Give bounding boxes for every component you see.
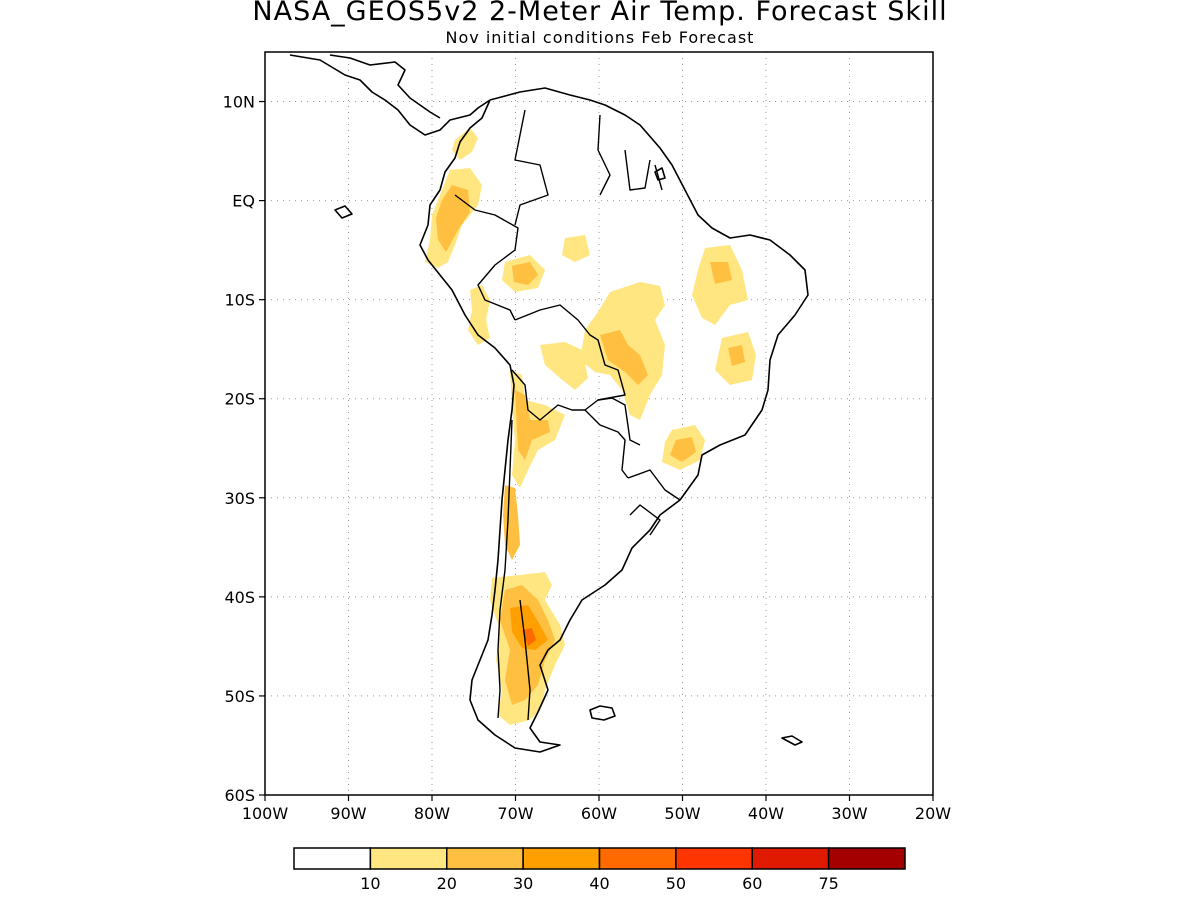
colorbar-label: 10: [360, 874, 380, 893]
border-colombia-venezuela: [514, 109, 549, 226]
colorbar-swatch: [827, 847, 906, 870]
map-subtitle: Nov initial conditions Feb Forecast: [445, 28, 755, 47]
central-america-north-coast: [329, 54, 441, 119]
border-colombia-ecuador-peru: [454, 194, 519, 321]
skill-region-ne-brazil-core: [710, 262, 732, 284]
skill-region-ne-brazil: [692, 245, 748, 325]
south-america-outline: [419, 87, 809, 753]
skill-region-w-amazon-core: [512, 262, 538, 285]
colorbar-label: 75: [818, 874, 838, 893]
colorbar-label: 60: [742, 874, 762, 893]
trinidad: [654, 167, 666, 181]
lon-tick-label: 50W: [664, 804, 700, 823]
colorbar-swatch: [675, 847, 753, 870]
south-georgia: [781, 735, 803, 746]
lon-tick-label: 40W: [748, 804, 784, 823]
border-paraguay: [597, 397, 641, 446]
skill-region-colombia-coast: [452, 128, 478, 160]
lon-tick-label: 30W: [831, 804, 867, 823]
skill-region-c-amazon: [562, 235, 590, 262]
country-borders: [454, 109, 681, 721]
lon-tick-label: 90W: [330, 804, 366, 823]
skill-region-se-brazil-core: [670, 437, 696, 462]
colorbar-swatch: [751, 847, 830, 870]
coastlines: [289, 54, 809, 753]
central-america-coast: [289, 54, 491, 136]
skill-shading: [425, 128, 756, 725]
skill-region-c-chile: [503, 485, 520, 560]
border-andes-south: [519, 599, 531, 721]
colorbar-swatch: [522, 847, 601, 870]
skill-region-ecuador-core: [436, 185, 470, 252]
skill-region-bolivia: [540, 342, 588, 390]
latitude-labels: 10N EQ 10S 20S 30S 40S 50S 60S: [223, 93, 265, 805]
lon-tick-label: 60W: [581, 804, 617, 823]
lat-tick-label: 30S: [224, 489, 255, 508]
border-guianas: [624, 149, 663, 191]
skill-region-patagonia-core: [510, 605, 548, 650]
border-chile-argentina: [497, 419, 513, 719]
lon-tick-label: 100W: [242, 804, 289, 823]
border-bolivia-chile-argentina: [511, 369, 629, 479]
skill-region-patagonia-max: [522, 628, 536, 646]
colorbar-swatch: [293, 847, 372, 870]
lon-tick-label: 20W: [915, 804, 951, 823]
lat-tick-label: 20S: [224, 390, 255, 409]
lat-tick-label: 40S: [224, 588, 255, 607]
colorbar-label: 50: [666, 874, 686, 893]
galapagos: [334, 205, 353, 219]
lon-tick-label: 70W: [497, 804, 533, 823]
colorbar-label: 20: [437, 874, 457, 893]
map-title: NASA_GEOS5v2 2-Meter Air Temp. Forecast …: [252, 0, 948, 27]
skill-region-e-brazil-core: [728, 345, 745, 366]
colorbar-swatch: [598, 847, 677, 870]
falkland-islands: [589, 705, 616, 721]
border-venezuela-guyana: [597, 114, 611, 196]
colorbar: 10 20 30 40 50 60 75: [293, 847, 906, 893]
lat-tick-label: EQ: [232, 192, 255, 211]
lat-tick-label: 10N: [223, 93, 255, 112]
longitude-labels: 100W 90W 80W 70W 60W 50W 40W 30W 20W: [242, 795, 951, 823]
border-brazil-peru-bolivia: [514, 304, 626, 411]
colorbar-swatch: [446, 847, 524, 870]
colorbar-label: 30: [513, 874, 533, 893]
lat-tick-label: 50S: [224, 687, 255, 706]
lat-tick-label: 60S: [224, 786, 255, 805]
skill-region-n-chile-core: [515, 390, 550, 460]
colorbar-label: 40: [589, 874, 609, 893]
skill-region-c-brazil-core: [600, 330, 648, 385]
lat-tick-label: 10S: [224, 291, 255, 310]
border-argentina-brazil-uruguay: [627, 469, 681, 536]
lon-tick-label: 80W: [414, 804, 450, 823]
colorbar-swatch: [369, 847, 448, 870]
